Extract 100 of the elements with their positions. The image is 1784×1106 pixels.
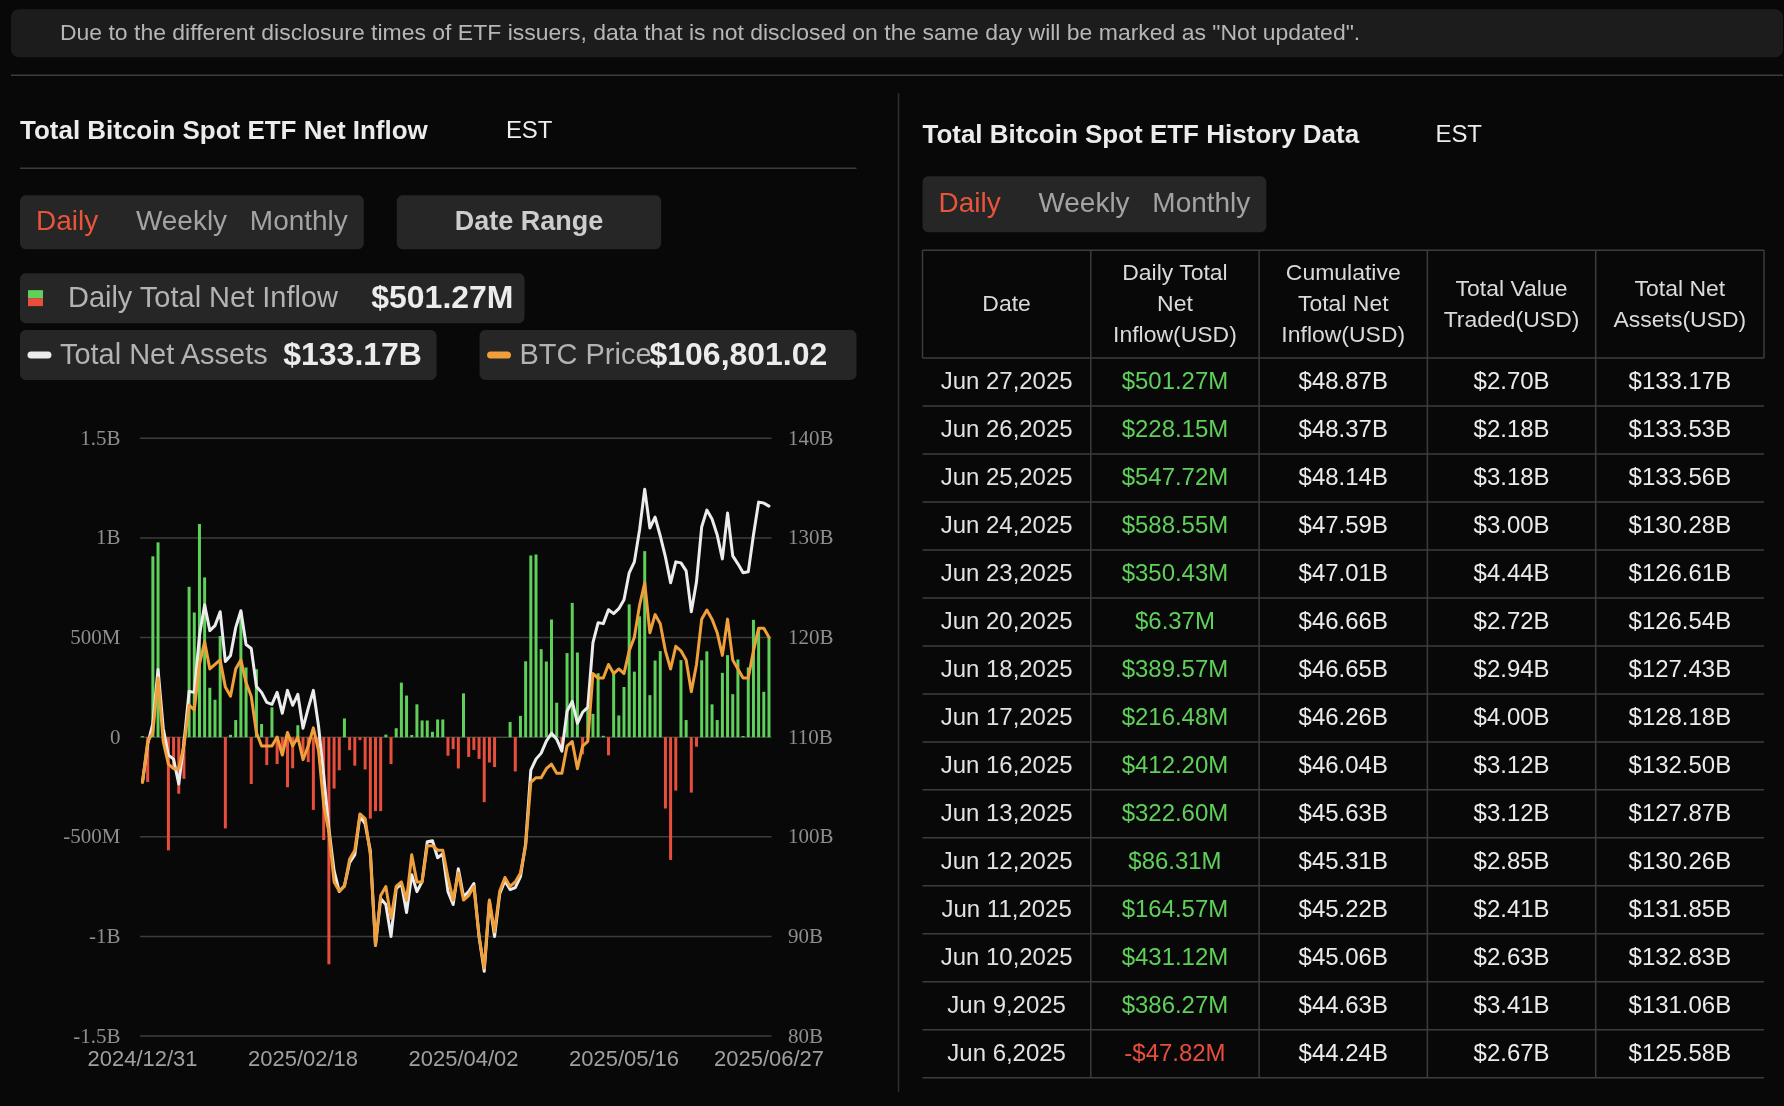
- text: Date Range: [454, 206, 604, 237]
- text: $128.18B: [1628, 702, 1732, 730]
- text: $2.41B: [1473, 894, 1550, 922]
- text: $228.15M: [1121, 415, 1229, 443]
- category-label: Jun 10,2025: [940, 942, 1073, 970]
- category-label: Jun 27,2025: [940, 367, 1073, 395]
- legend-label: Total Net Assets: [59, 338, 268, 371]
- y-tick-label: 0: [109, 724, 121, 749]
- text: $44.24B: [1298, 1038, 1388, 1066]
- text: Total Bitcoin Spot ETF History Data: [922, 119, 1360, 150]
- text: $126.61B: [1628, 558, 1732, 586]
- text: $132.83B: [1628, 942, 1732, 970]
- x-tick-label: 2025/05/16: [569, 1045, 679, 1071]
- text: $46.04B: [1298, 750, 1388, 778]
- y-tick-label: 1B: [95, 525, 121, 550]
- text: $106,801.02: [649, 336, 828, 373]
- text: $2.63B: [1473, 942, 1550, 970]
- category-label: Jun 23,2025: [940, 558, 1073, 586]
- text: $133.17B: [283, 336, 422, 373]
- text: Monthly: [249, 205, 348, 237]
- category-label: Total Value Traded(USD): [1443, 274, 1580, 332]
- text: $431.12M: [1121, 942, 1229, 970]
- chart-title: Total Bitcoin Spot ETF Net Inflow: [19, 115, 429, 146]
- category-label: Jun 11,2025: [941, 894, 1072, 922]
- text: $131.85B: [1628, 894, 1732, 922]
- text: $389.57M: [1121, 654, 1229, 682]
- text: EST: [505, 116, 553, 144]
- text: $501.27M: [371, 279, 514, 316]
- text: $2.67B: [1473, 1038, 1550, 1066]
- text: $47.59B: [1298, 511, 1388, 539]
- text: $132.50B: [1628, 750, 1732, 778]
- text: $350.43M: [1121, 558, 1229, 586]
- category-label: Jun 17,2025: [940, 702, 1073, 730]
- x-tick-label: 2025/06/27: [714, 1045, 824, 1071]
- text: $130.26B: [1628, 846, 1732, 874]
- text: Daily: [938, 187, 1001, 219]
- text: Weekly: [1038, 187, 1130, 219]
- category-label: Jun 6,2025: [947, 1038, 1066, 1066]
- text: $48.14B: [1298, 463, 1388, 491]
- text: $133.53B: [1628, 415, 1732, 443]
- category-label: Jun 9,2025: [947, 990, 1066, 1018]
- text: $3.41B: [1473, 990, 1550, 1018]
- text: $2.94B: [1473, 654, 1550, 682]
- text: $125.58B: [1628, 1038, 1732, 1066]
- text: -$47.82M: [1124, 1038, 1226, 1066]
- text: $164.57M: [1121, 894, 1229, 922]
- text: $3.12B: [1473, 798, 1550, 826]
- text: $3.00B: [1473, 511, 1550, 539]
- text: $48.37B: [1298, 415, 1388, 443]
- text: Date: [982, 290, 1031, 317]
- text: $130.28B: [1628, 511, 1732, 539]
- text: $3.12B: [1473, 750, 1550, 778]
- category-label: Jun 24,2025: [940, 511, 1073, 539]
- text: Monthly: [1152, 187, 1251, 219]
- category-label: Jun 16,2025: [940, 750, 1073, 778]
- text: $46.66B: [1298, 606, 1388, 634]
- x-tick-label: 2025/04/02: [408, 1045, 519, 1071]
- text: $133.17B: [1628, 367, 1732, 395]
- legend-label: BTC Price: [519, 338, 652, 371]
- text: $322.60M: [1121, 798, 1229, 826]
- category-label: Jun 12,2025: [940, 846, 1073, 874]
- category-label: Total Net Assets(USD): [1613, 274, 1747, 332]
- text: $6.37M: [1134, 606, 1215, 634]
- y2-tick-label: 140B: [788, 425, 834, 450]
- text: Daily: [35, 205, 99, 237]
- text: $588.55M: [1121, 511, 1229, 539]
- text: $131.06B: [1628, 990, 1732, 1018]
- y-tick-label: -500M: [63, 824, 121, 849]
- category-label: Daily Total Net Inflow(USD): [1113, 259, 1237, 348]
- category-label: Jun 25,2025: [940, 463, 1073, 491]
- text: $4.44B: [1473, 558, 1550, 586]
- text: $4.00B: [1473, 702, 1550, 730]
- text: $412.20M: [1121, 750, 1229, 778]
- text: $44.63B: [1298, 990, 1388, 1018]
- text: $133.56B: [1628, 463, 1732, 491]
- text: $46.65B: [1298, 654, 1388, 682]
- text: $547.72M: [1121, 463, 1229, 491]
- text: $3.18B: [1473, 463, 1550, 491]
- text: $46.26B: [1298, 702, 1388, 730]
- y2-tick-label: 90B: [788, 923, 824, 948]
- text: $2.72B: [1473, 606, 1550, 634]
- text: $126.54B: [1628, 606, 1732, 634]
- text: Weekly: [135, 205, 228, 237]
- text: $2.18B: [1473, 415, 1550, 443]
- y2-tick-label: 130B: [788, 525, 834, 550]
- category-label: Cumulative Total Net Inflow(USD): [1281, 259, 1406, 348]
- text: $501.27M: [1121, 367, 1229, 395]
- text: $86.31M: [1128, 846, 1222, 874]
- text: $216.48M: [1121, 702, 1229, 730]
- text: $386.27M: [1121, 990, 1229, 1018]
- y2-tick-label: 120B: [788, 625, 834, 650]
- text: $45.31B: [1298, 846, 1388, 874]
- text: $2.85B: [1473, 846, 1550, 874]
- x-tick-label: 2025/02/18: [248, 1045, 358, 1071]
- y2-tick-label: 80B: [788, 1023, 824, 1048]
- y-tick-label: -1B: [88, 923, 121, 948]
- category-label: Jun 13,2025: [940, 798, 1073, 826]
- text: Due to the different disclosure times of ETF issuers, data that is not disclosed on the same day will be marked as "Not updated".: [59, 19, 1361, 46]
- text: $48.87B: [1298, 367, 1388, 395]
- text: $45.06B: [1298, 942, 1388, 970]
